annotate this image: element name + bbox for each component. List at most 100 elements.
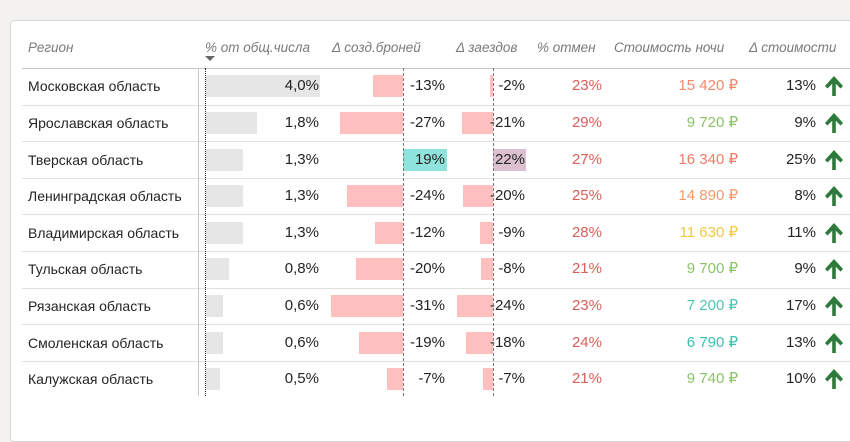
night-price-cell: 6 790 ₽ bbox=[686, 333, 738, 351]
delta-cost-cell: 10% bbox=[785, 370, 816, 388]
delta-created-cell: -19% bbox=[409, 333, 445, 351]
delta-created-cell: -7% bbox=[418, 370, 445, 388]
delta-cost-cell: 8% bbox=[794, 187, 816, 205]
cancel-rate-cell: 23% bbox=[571, 296, 602, 314]
delta-checkins-bar bbox=[466, 331, 493, 354]
cancel-rate-cell: 25% bbox=[571, 187, 602, 205]
delta-created-bar bbox=[347, 185, 403, 208]
delta-created-cell: -13% bbox=[409, 77, 445, 95]
delta-checkins-bar bbox=[461, 111, 493, 134]
share-cell: 1,3% bbox=[284, 150, 319, 168]
share-cell: 4,0% bbox=[284, 77, 319, 95]
night-price-cell: 7 200 ₽ bbox=[686, 296, 738, 314]
sort-descending-icon[interactable] bbox=[205, 56, 215, 61]
delta-created-cell: -24% bbox=[409, 187, 445, 205]
night-price-cell: 14 890 ₽ bbox=[678, 187, 738, 205]
delta-cost-cell: 13% bbox=[785, 77, 816, 95]
delta-created-cell: -20% bbox=[409, 260, 445, 278]
delta-checkins-zero-line bbox=[493, 68, 494, 396]
header-region[interactable]: Регион bbox=[28, 40, 74, 55]
delta-cost-cell: 9% bbox=[794, 113, 816, 131]
delta-checkins-bar bbox=[463, 185, 493, 208]
region-cell: Рязанская область bbox=[28, 297, 151, 314]
row-divider bbox=[22, 251, 850, 252]
row-divider bbox=[22, 287, 850, 289]
row-divider bbox=[22, 177, 850, 179]
delta-checkins-bar bbox=[457, 294, 493, 317]
header-divider bbox=[22, 68, 850, 69]
delta-checkins-cell: -9% bbox=[498, 223, 525, 241]
arrow-up-icon bbox=[825, 186, 843, 207]
night-price-cell: 9 700 ₽ bbox=[686, 260, 738, 278]
arrow-up-icon bbox=[825, 149, 843, 170]
cancel-rate-cell: 21% bbox=[571, 370, 602, 388]
delta-checkins-cell: -2% bbox=[498, 77, 525, 95]
table-visual bbox=[10, 20, 850, 442]
delta-created-cell: -31% bbox=[409, 296, 445, 314]
header-price[interactable]: Стоимость ночи bbox=[614, 40, 725, 55]
arrow-up-icon bbox=[825, 112, 843, 133]
cancel-rate-cell: 29% bbox=[571, 113, 602, 131]
delta-checkins-cell: -7% bbox=[498, 370, 525, 388]
delta-cost-cell: 13% bbox=[785, 333, 816, 351]
share-bar bbox=[206, 258, 229, 281]
region-cell: Ярославская область bbox=[28, 114, 169, 131]
delta-created-bar bbox=[356, 258, 403, 281]
arrow-up-icon bbox=[825, 369, 843, 390]
arrow-up-icon bbox=[825, 222, 843, 243]
night-price-cell: 9 720 ₽ bbox=[686, 113, 738, 131]
cancel-rate-cell: 21% bbox=[571, 260, 602, 278]
delta-checkins-bar bbox=[482, 368, 493, 391]
delta-cost-cell: 25% bbox=[785, 150, 816, 168]
share-bar bbox=[206, 331, 224, 354]
row-divider bbox=[22, 104, 850, 106]
delta-cost-cell: 9% bbox=[794, 260, 816, 278]
share-cell: 1,8% bbox=[284, 113, 319, 131]
region-cell: Владимирская область bbox=[28, 224, 180, 241]
share-bar bbox=[206, 368, 221, 391]
delta-cost-cell: 11% bbox=[787, 223, 816, 241]
row-divider bbox=[22, 214, 850, 216]
share-cell: 1,3% bbox=[284, 223, 319, 241]
delta-created-bar bbox=[403, 148, 448, 171]
delta-created-bar bbox=[372, 75, 403, 98]
region-cell: Тульская область bbox=[28, 261, 143, 278]
cancel-rate-cell: 23% bbox=[571, 77, 602, 95]
delta-checkins-cell: -18% bbox=[489, 333, 525, 351]
region-cell: Тверская область bbox=[28, 151, 144, 168]
share-cell: 0,6% bbox=[284, 333, 319, 351]
delta-checkins-bar bbox=[479, 221, 493, 244]
header-delta-created[interactable]: Δ созд.броней bbox=[332, 40, 421, 55]
cancel-rate-cell: 27% bbox=[571, 150, 602, 168]
row-divider bbox=[22, 360, 850, 362]
delta-created-cell: 19% bbox=[414, 150, 445, 168]
header-share[interactable]: % от общ.числа bbox=[205, 40, 310, 55]
delta-checkins-bar bbox=[481, 258, 493, 281]
delta-checkins-cell: -20% bbox=[489, 187, 525, 205]
share-bar bbox=[206, 148, 244, 171]
delta-created-bar bbox=[386, 368, 403, 391]
share-cell: 1,3% bbox=[284, 187, 319, 205]
share-bar bbox=[206, 294, 224, 317]
share-cell: 0,5% bbox=[284, 370, 319, 388]
cancel-rate-cell: 28% bbox=[571, 223, 602, 241]
share-cell: 0,6% bbox=[284, 296, 319, 314]
header-delta-checkins[interactable]: Δ заездов bbox=[456, 40, 518, 55]
header-delta-cost[interactable]: Δ стоимости bbox=[749, 40, 837, 55]
delta-checkins-cell: -24% bbox=[489, 296, 525, 314]
arrow-up-icon bbox=[825, 259, 843, 280]
delta-created-bar bbox=[375, 221, 403, 244]
delta-created-zero-line bbox=[403, 68, 404, 396]
region-cell: Московская область bbox=[28, 78, 161, 95]
night-price-cell: 16 340 ₽ bbox=[678, 150, 738, 168]
night-price-cell: 15 420 ₽ bbox=[678, 77, 738, 95]
night-price-cell: 9 740 ₽ bbox=[686, 370, 738, 388]
delta-created-bar bbox=[358, 331, 403, 354]
share-bar bbox=[206, 111, 258, 134]
region-cell: Калужская область bbox=[28, 371, 154, 388]
share-baseline bbox=[205, 68, 206, 396]
header-cancel[interactable]: % отмен bbox=[537, 40, 596, 55]
delta-checkins-cell: -21% bbox=[489, 113, 525, 131]
arrow-up-icon bbox=[825, 295, 843, 316]
arrow-up-icon bbox=[825, 332, 843, 353]
